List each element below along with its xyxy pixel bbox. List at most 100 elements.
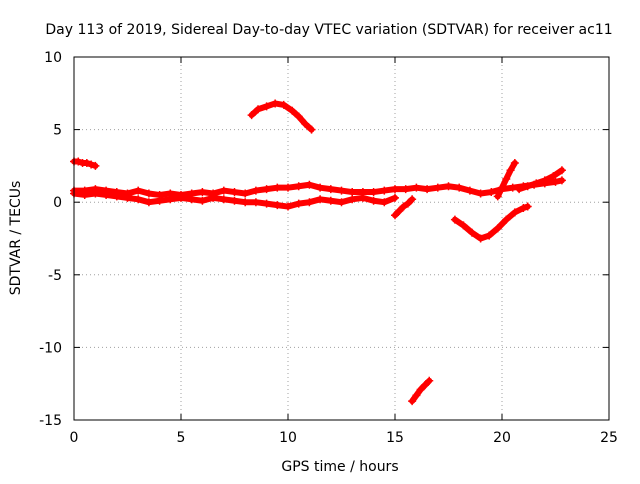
data-point (219, 195, 228, 204)
x-tick-label: 25 (600, 430, 618, 446)
data-point (425, 376, 434, 385)
data-point (337, 186, 346, 195)
series-night-trough (450, 202, 532, 243)
data-point (508, 183, 517, 192)
data-point (91, 161, 100, 170)
axis-ticks: 0 5 10 15 20 25 -15 -10 -5 0 5 10 (39, 50, 618, 446)
data-point (510, 158, 519, 167)
data-point (468, 228, 477, 237)
data-point (403, 199, 412, 208)
data-point (273, 201, 282, 210)
data-point (241, 189, 250, 198)
data-point (540, 176, 549, 185)
data-layer (70, 99, 566, 406)
data-point (294, 182, 303, 191)
data-point (408, 397, 417, 406)
data-point (523, 202, 532, 211)
data-point (523, 182, 532, 191)
data-point (487, 188, 496, 197)
data-point (273, 183, 282, 192)
data-point (498, 183, 506, 192)
x-tick-label: 0 (70, 430, 79, 446)
data-point (399, 202, 408, 211)
data-point (493, 192, 502, 201)
data-point (444, 182, 453, 191)
series-deep-dip (408, 376, 434, 406)
data-point (519, 204, 528, 213)
data-point (401, 185, 410, 194)
data-point (348, 195, 357, 204)
data-point (144, 189, 153, 198)
data-point (284, 183, 292, 192)
y-tick-label: 10 (44, 50, 62, 66)
data-point (420, 381, 429, 390)
data-point (416, 385, 425, 394)
data-point (493, 224, 502, 233)
data-point (134, 186, 143, 195)
series-night-spike (493, 158, 519, 201)
data-point (465, 186, 474, 195)
data-point (288, 106, 297, 115)
data-point (262, 185, 271, 194)
data-point (112, 192, 121, 201)
y-tick-label: 0 (53, 195, 62, 211)
data-point (485, 231, 494, 240)
data-point (247, 111, 256, 120)
data-point (316, 183, 325, 192)
data-point (82, 158, 91, 167)
chart-title: Day 113 of 2019, Sidereal Day-to-day VTE… (45, 22, 612, 38)
data-point (557, 166, 566, 175)
data-point (87, 160, 96, 169)
data-point (391, 185, 399, 194)
x-tick-label: 20 (493, 430, 511, 446)
data-point (102, 190, 111, 199)
data-point (271, 99, 280, 108)
grid (74, 57, 609, 420)
data-point (230, 188, 239, 197)
data-point (134, 195, 143, 204)
data-point (532, 179, 541, 188)
data-point (476, 234, 485, 243)
data-point (380, 186, 389, 195)
x-tick-label: 10 (279, 430, 297, 446)
data-point (391, 211, 399, 220)
data-point (369, 188, 378, 197)
data-point (412, 391, 421, 400)
data-point (391, 193, 399, 202)
data-point (307, 125, 316, 134)
data-point (549, 172, 558, 181)
data-point (198, 196, 207, 205)
data-point (369, 196, 378, 205)
y-tick-label: -15 (39, 413, 62, 429)
data-point (187, 195, 196, 204)
data-point (316, 195, 325, 204)
data-point (433, 183, 442, 192)
data-point (337, 198, 346, 207)
data-point (510, 208, 519, 217)
data-point (230, 196, 239, 205)
data-point (251, 186, 260, 195)
data-point (144, 198, 153, 207)
data-point (423, 185, 432, 194)
data-point (262, 199, 271, 208)
data-point (294, 112, 303, 121)
data-point (177, 193, 185, 202)
data-point (395, 206, 404, 215)
data-point (241, 198, 250, 207)
y-axis-label: SDTVAR / TECUs (8, 181, 24, 296)
y-tick-label: -5 (48, 268, 62, 284)
data-point (80, 190, 89, 199)
series-late-rise (515, 166, 566, 194)
series-afternoon-rise (247, 99, 316, 134)
data-point (358, 193, 367, 202)
data-point (348, 188, 357, 197)
data-point (123, 193, 132, 202)
data-point (502, 174, 511, 183)
data-point (326, 196, 335, 205)
data-point (155, 196, 164, 205)
series-line (451, 203, 531, 242)
series-main-band-upper (70, 176, 566, 199)
data-point (408, 195, 417, 204)
